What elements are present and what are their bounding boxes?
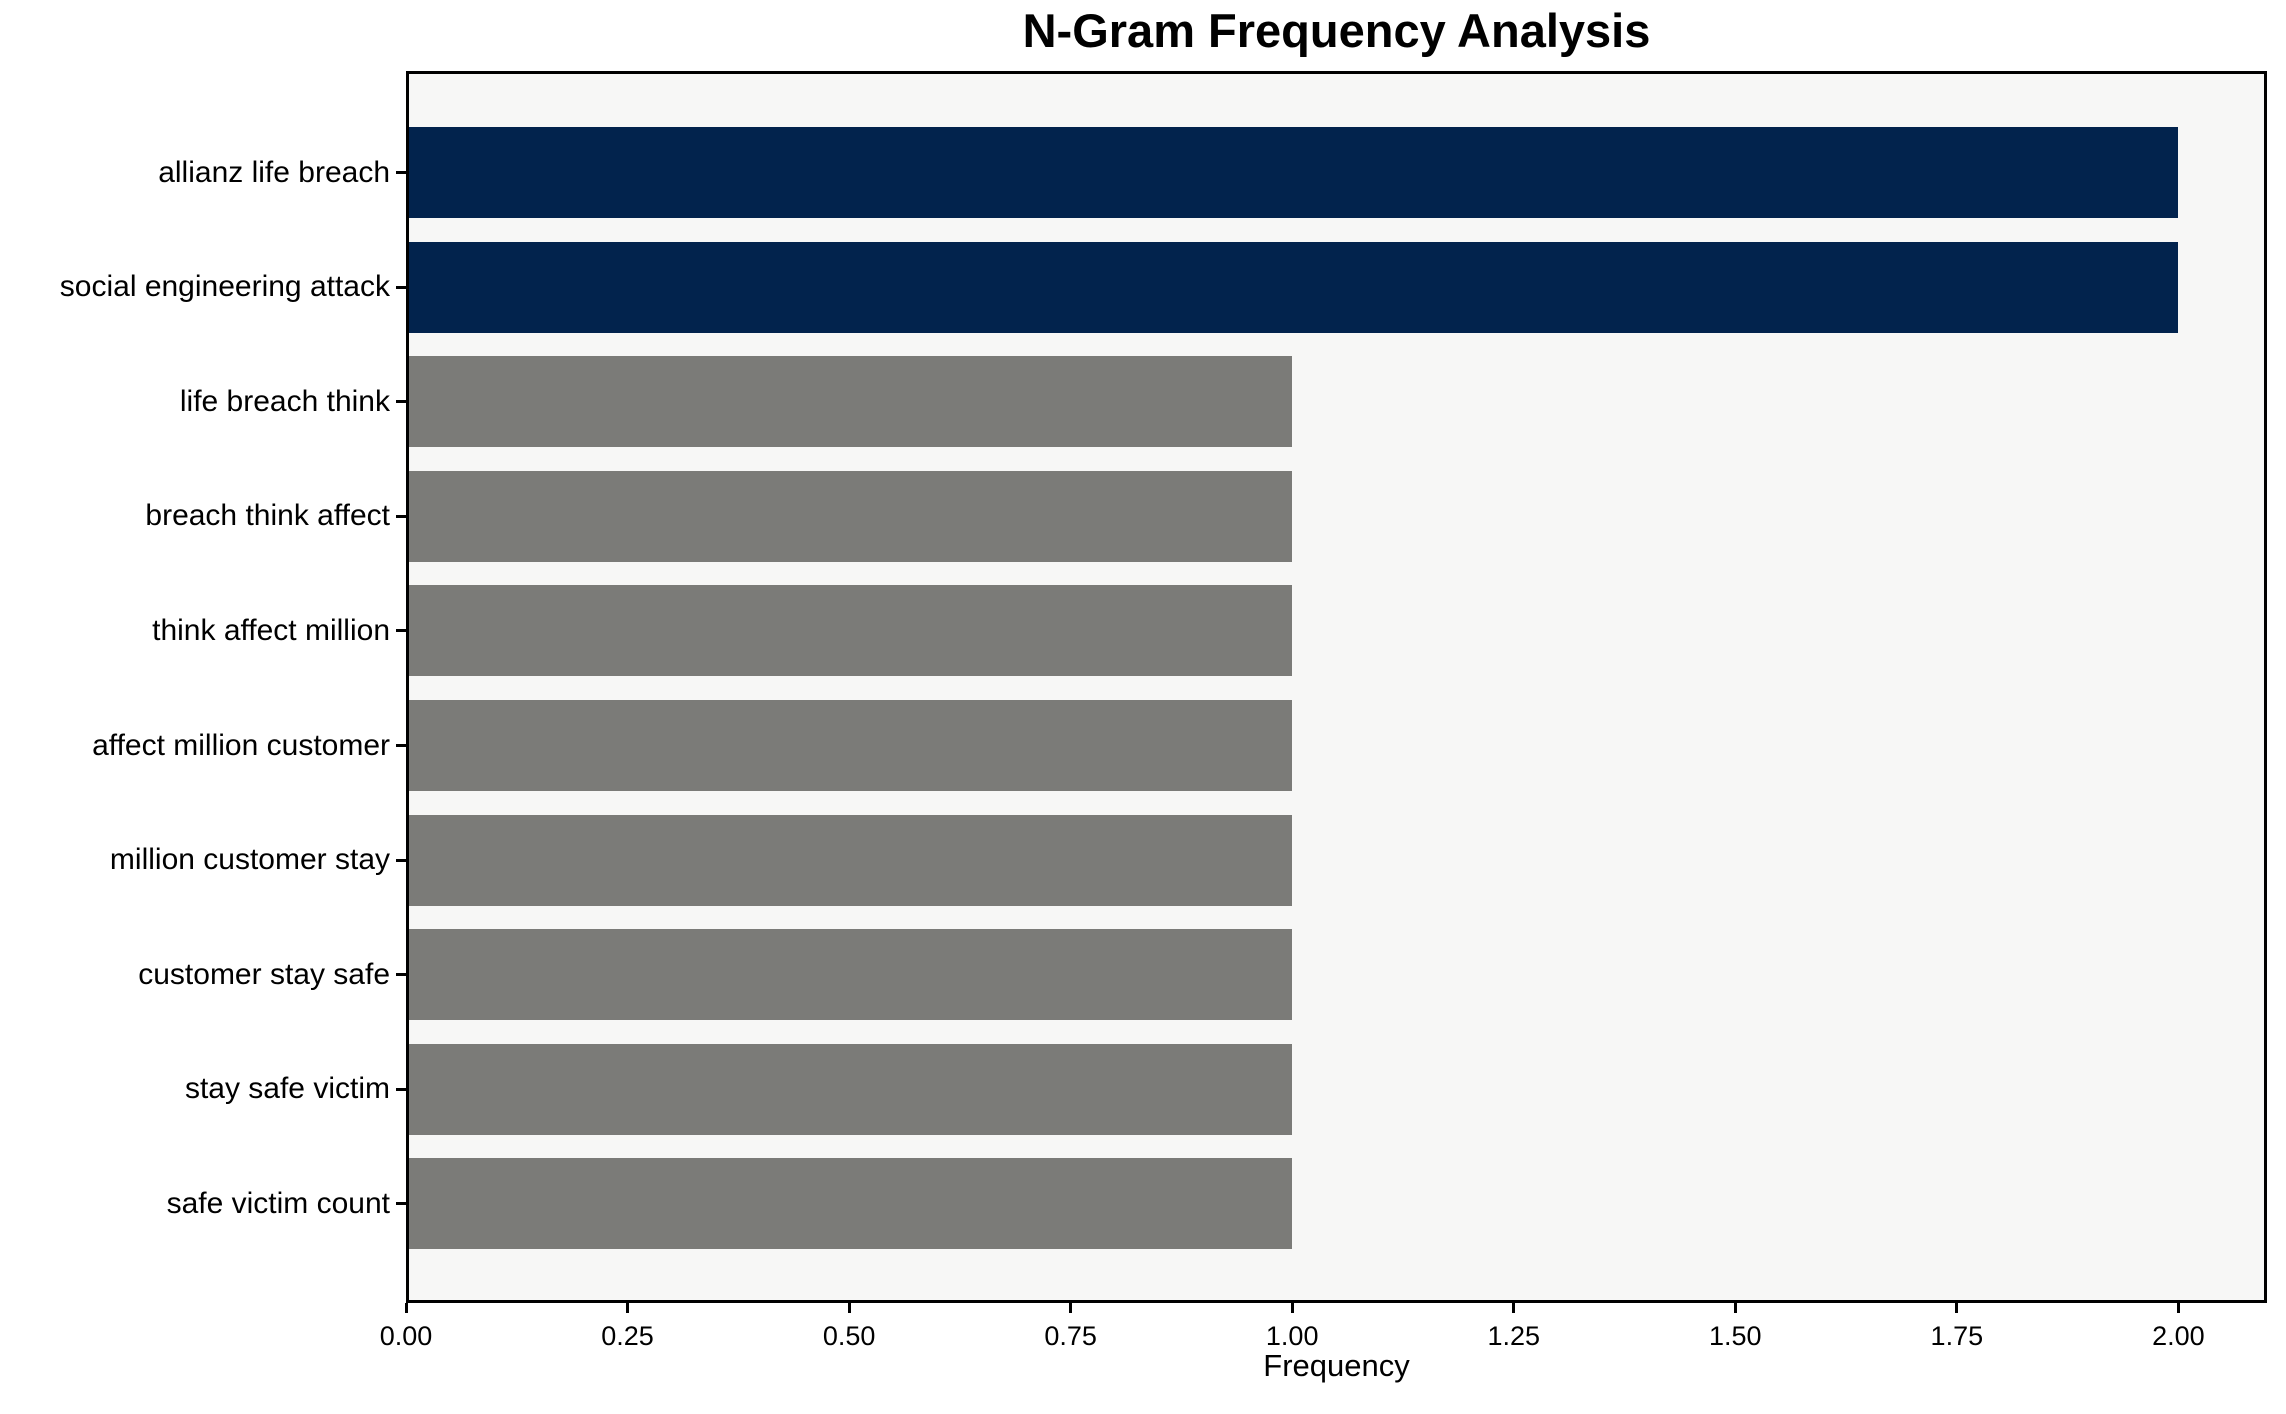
y-tick-mark (396, 629, 406, 633)
bar-social-engineering-attack (406, 241, 2179, 333)
y-tick-mark (396, 858, 406, 862)
x-tick-label: 0.50 (822, 1321, 876, 1351)
chart-title: N-Gram Frequency Analysis (1022, 4, 1651, 57)
x-axis-label: Frequency (1263, 1348, 1410, 1383)
x-tick-mark (847, 1303, 851, 1313)
y-tick-mark (396, 744, 406, 747)
bar-breach-think-affect (406, 470, 1293, 562)
y-tick-label: stay safe victim (184, 1072, 390, 1106)
plot-area: allianz life breach social engineering at… (60, 71, 2267, 1351)
y-tick-mark (396, 171, 406, 174)
y-tick-label: life breach think (179, 384, 390, 418)
x-tick-mark (2176, 1303, 2180, 1313)
y-tick-mark (396, 514, 406, 518)
x-tick-label: 2.00 (2152, 1321, 2205, 1351)
bar-think-affect-million (406, 585, 1293, 677)
bar-affect-million-customer (406, 700, 1293, 791)
x-tick-mark (626, 1303, 630, 1313)
bar-safe-victim-count (406, 1158, 1293, 1250)
bar-stay-safe-victim (406, 1043, 1293, 1135)
x-tick-mark (1955, 1303, 1959, 1313)
y-tick-mark (396, 1202, 406, 1206)
y-tick-label: allianz life breach (158, 155, 390, 189)
x-tick-label: 1.00 (1265, 1321, 1319, 1351)
y-tick-label: social engineering attack (59, 270, 390, 304)
y-tick-label: affect million customer (92, 728, 390, 762)
x-tick-mark (1290, 1303, 1294, 1313)
x-tick-mark (1512, 1303, 1516, 1313)
y-tick-label: safe victim count (166, 1186, 390, 1220)
x-tick-label: 1.50 (1709, 1321, 1762, 1351)
y-tick-label: breach think affect (145, 499, 390, 533)
y-tick-label: customer stay safe (138, 957, 390, 991)
x-tick-mark (1733, 1303, 1737, 1313)
y-tick-mark (396, 1087, 406, 1091)
bar-life-breach-think (406, 356, 1293, 448)
x-tick-mark (1069, 1303, 1073, 1313)
y-tick-label: think affect million (152, 613, 390, 647)
x-tick-label: 1.75 (1930, 1321, 1984, 1351)
x-tick-label: 0.00 (379, 1321, 433, 1351)
x-tick-label: 0.75 (1044, 1321, 1097, 1351)
bar-allianz-life-breach (406, 127, 2179, 218)
x-tick-label: 0.25 (601, 1321, 654, 1351)
x-tick-label: 1.25 (1487, 1321, 1541, 1351)
y-tick-mark (396, 973, 406, 977)
x-tick-mark (404, 1303, 408, 1313)
bar-million-customer-stay (406, 814, 1293, 906)
y-tick-mark (396, 285, 406, 289)
y-tick-label: million customer stay (109, 843, 390, 877)
y-tick-mark (396, 400, 406, 404)
bar-customer-stay-safe (406, 929, 1293, 1021)
